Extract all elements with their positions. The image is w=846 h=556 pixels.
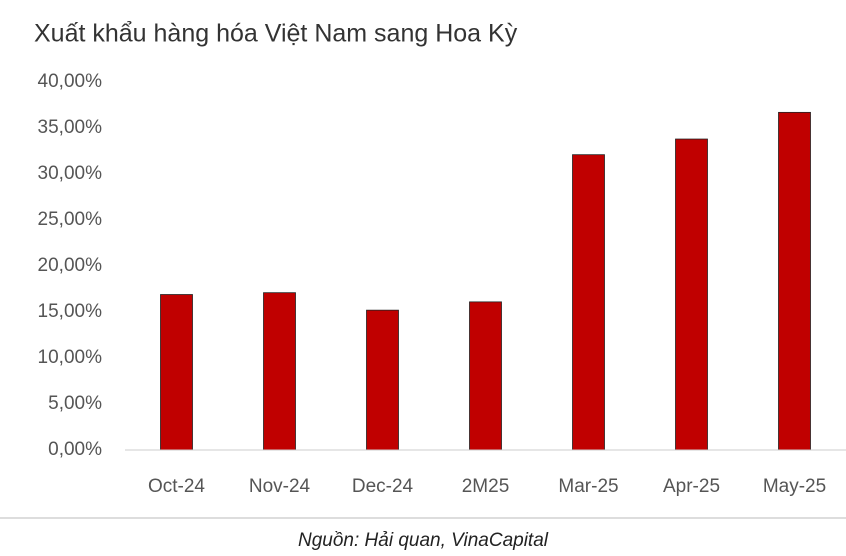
x-tick-label: May-25 (763, 476, 826, 497)
source-note: Nguồn: Hải quan, VinaCapital (298, 530, 549, 551)
y-tick-label: 5,00% (48, 393, 102, 414)
bar (263, 292, 296, 451)
y-tick-label: 40,00% (38, 71, 103, 92)
bar (572, 154, 605, 451)
y-tick-label: 15,00% (38, 301, 103, 322)
y-tick-label: 35,00% (38, 117, 103, 138)
x-tick-label: Nov-24 (249, 476, 311, 497)
chart-title: Xuất khẩu hàng hóa Việt Nam sang Hoa Kỳ (34, 20, 518, 48)
x-tick-label: Dec-24 (352, 476, 414, 497)
bar (469, 301, 502, 451)
y-tick-label: 20,00% (38, 255, 103, 276)
bar (675, 138, 708, 451)
y-tick-label: 30,00% (38, 163, 103, 184)
x-tick-label: Oct-24 (148, 476, 205, 497)
bar (160, 294, 193, 451)
bar (778, 111, 811, 451)
x-tick-label: 2M25 (462, 476, 510, 497)
y-tick-label: 10,00% (38, 347, 103, 368)
bar (366, 309, 399, 451)
x-tick-label: Mar-25 (558, 476, 618, 497)
y-tick-label: 25,00% (38, 209, 103, 230)
x-tick-label: Apr-25 (663, 476, 720, 497)
y-tick-label: 0,00% (48, 439, 102, 460)
